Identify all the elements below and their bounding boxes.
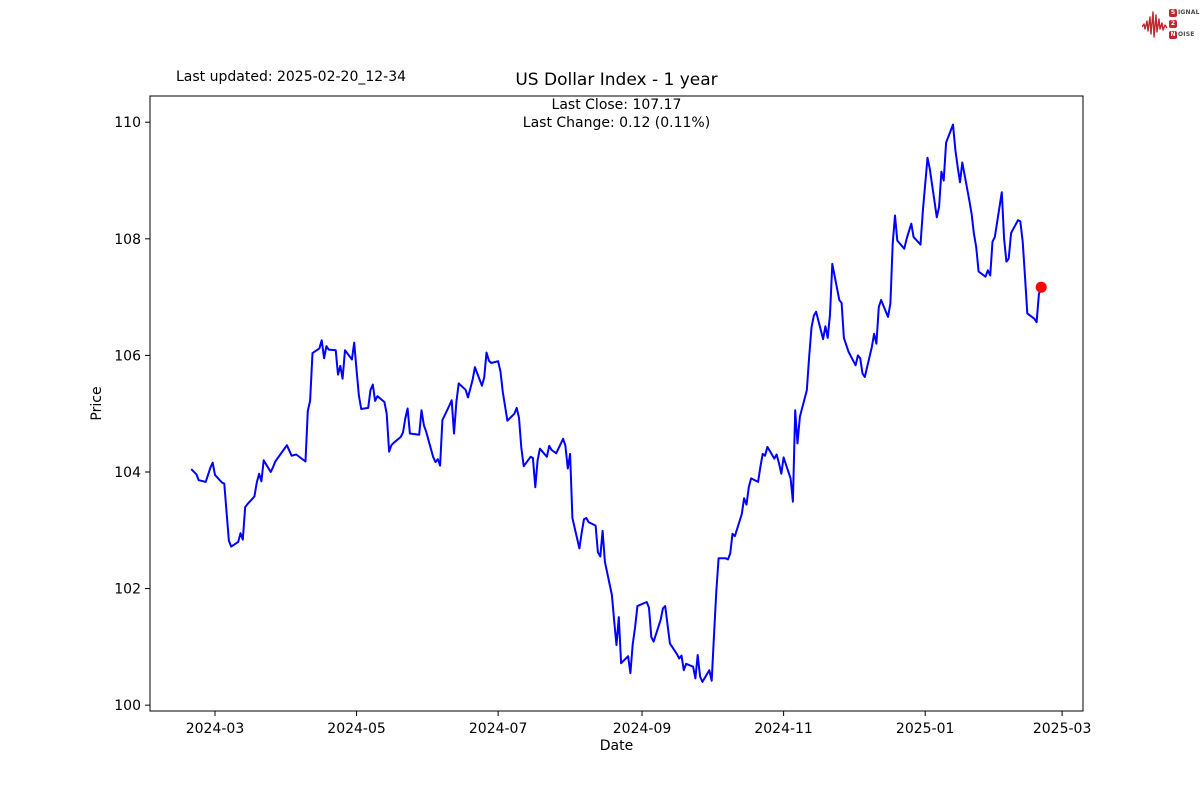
x-tick-label: 2024-03 (186, 721, 245, 737)
logo-row-two: 2 (1169, 20, 1200, 29)
logo-letter-n: N (1169, 31, 1177, 39)
last-close-marker (1035, 281, 1047, 293)
logo-row-signal: S IGNAL (1169, 9, 1200, 18)
x-tick-label: 2024-11 (754, 721, 813, 737)
y-tick-label: 110 (114, 115, 141, 131)
y-tick-label: 100 (114, 698, 141, 714)
x-tick-label: 2025-03 (1033, 721, 1092, 737)
x-axis-label: Date (600, 738, 633, 754)
logo-rest-ignal: IGNAL (1178, 9, 1200, 16)
last-close-annotation: Last Close: 107.17 (551, 97, 682, 113)
logo-wordmark: S IGNAL 2 N OISE (1169, 9, 1200, 40)
plot-frame (149, 95, 1084, 712)
x-tick-label: 2024-07 (469, 721, 528, 737)
y-axis-label: Price (89, 386, 105, 420)
x-tick-label: 2024-09 (613, 721, 672, 737)
logo-rest-oise: OISE (1178, 31, 1195, 38)
y-tick-label: 106 (114, 348, 141, 364)
x-tick-label: 2025-01 (896, 721, 955, 737)
x-tick-label: 2024-05 (327, 721, 386, 737)
seismograph-waveform-icon (1142, 11, 1168, 38)
chart-title: US Dollar Index - 1 year (515, 70, 718, 90)
last-change-annotation: Last Change: 0.12 (0.11%) (522, 115, 711, 131)
logo-row-noise: N OISE (1169, 31, 1200, 40)
signal2noise-logo: S IGNAL 2 N OISE (1142, 4, 1200, 44)
price-line (190, 123, 1043, 683)
y-tick-label: 102 (114, 582, 141, 598)
logo-letter-s: S (1169, 9, 1177, 17)
logo-letter-2: 2 (1169, 20, 1177, 28)
last-updated-text: Last updated: 2025-02-20_12-34 (176, 69, 407, 85)
y-tick-label: 104 (114, 465, 141, 481)
y-tick-label: 108 (114, 232, 141, 248)
